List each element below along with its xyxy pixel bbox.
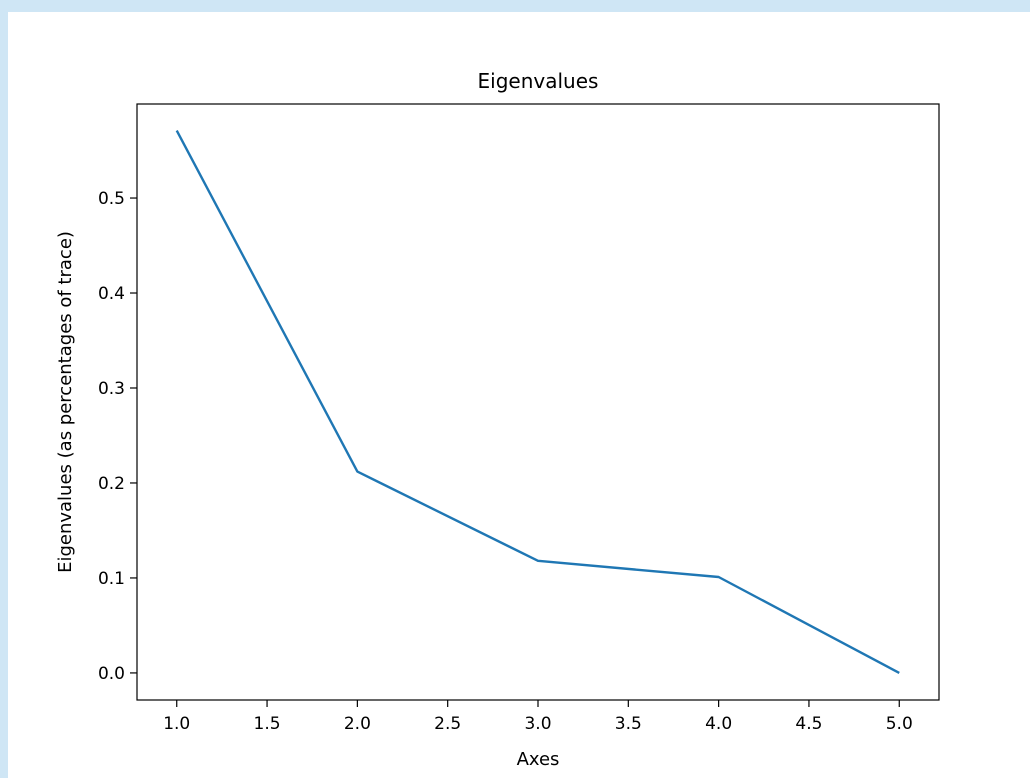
y-axis-ticks: 0.0 0.1 0.2 0.3 0.4 0.5 [98,189,137,684]
x-tick-label: 3.5 [615,714,642,734]
y-axis-label: Eigenvalues (as percentages of trace) [55,231,76,573]
y-tick-label: 0.5 [98,189,125,209]
x-tick-label: 4.0 [705,714,732,734]
x-tick-label: 2.5 [434,714,461,734]
x-axis-ticks: 1.0 1.5 2.0 2.5 3.0 3.5 4.0 4.5 5.0 [163,700,913,734]
x-tick-label: 2.0 [344,714,371,734]
y-tick-label: 0.1 [98,569,125,589]
x-tick-label: 1.0 [163,714,190,734]
y-tick-label: 0.0 [98,664,125,684]
eigenvalues-chart: Eigenvalues 1.0 1.5 2.0 2.5 3.0 3.5 4.0 4.5 5.0 … [55,69,940,770]
series-group [175,130,900,674]
plot-area [136,103,940,701]
x-tick-label: 1.5 [254,714,281,734]
chart-title: Eigenvalues [478,69,599,93]
figure-frame: Eigenvalues 1.0 1.5 2.0 2.5 3.0 3.5 4.0 4.5 5.0 … [8,12,1030,778]
y-tick-label: 0.3 [98,379,125,399]
y-tick-label: 0.2 [98,474,125,494]
x-tick-label: 5.0 [886,714,913,734]
x-axis-label: Axes [517,749,560,770]
x-tick-label: 4.5 [795,714,822,734]
series-line [175,130,900,674]
x-tick-label: 3.0 [524,714,551,734]
y-tick-label: 0.4 [98,284,125,304]
